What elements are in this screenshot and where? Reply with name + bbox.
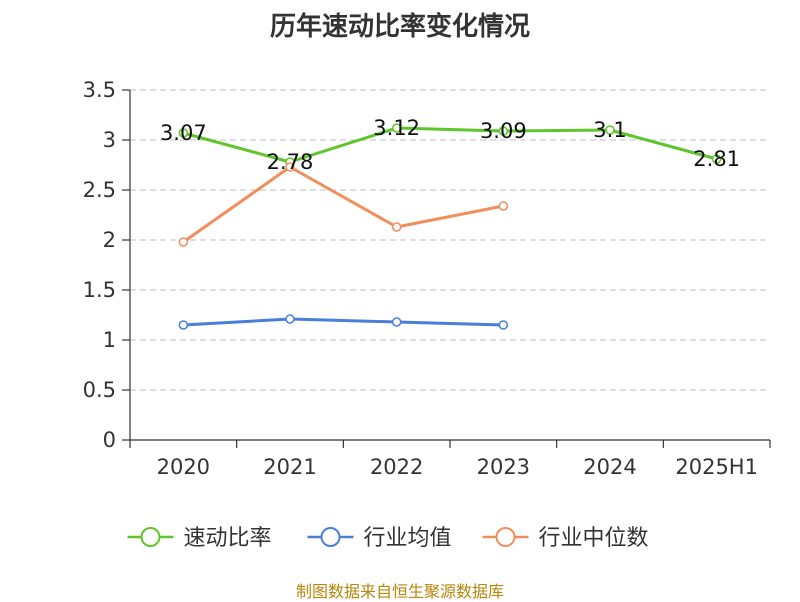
data-point bbox=[285, 162, 295, 172]
x-tick-label: 2024 bbox=[583, 455, 636, 479]
legend-marker-icon bbox=[140, 527, 161, 547]
legend-marker-icon bbox=[495, 527, 516, 547]
data-label: 2.81 bbox=[693, 147, 740, 171]
y-tick-label: 0 bbox=[103, 428, 116, 452]
series-lines bbox=[178, 123, 722, 330]
y-tick-label: 2 bbox=[103, 228, 116, 252]
data-labels: 3.07 2.78 3.12 3.09 3.1 2.81 bbox=[160, 116, 740, 174]
legend-item[interactable]: 行业均值 bbox=[307, 526, 452, 551]
data-point bbox=[498, 126, 509, 136]
legend-marker-icon bbox=[320, 527, 341, 547]
data-point bbox=[178, 320, 189, 330]
x-tick-label: 2020 bbox=[157, 455, 210, 479]
data-point bbox=[498, 320, 509, 330]
x-tick-label: 2021 bbox=[263, 455, 316, 479]
source-note: 制图数据来自恒生聚源数据库 bbox=[295, 582, 504, 601]
grid-lines bbox=[130, 89, 770, 391]
x-tick-label: 2025H1 bbox=[675, 455, 758, 479]
legend-item[interactable]: 速动比率 bbox=[127, 526, 272, 551]
data-point bbox=[178, 128, 189, 138]
y-tick-label: 2.5 bbox=[83, 178, 116, 202]
data-point bbox=[285, 314, 295, 324]
series-line bbox=[182, 165, 504, 244]
data-point bbox=[178, 237, 189, 247]
data-point bbox=[605, 125, 615, 135]
data-label: 3.1 bbox=[593, 118, 626, 142]
data-point bbox=[391, 317, 402, 327]
data-label: 3.09 bbox=[480, 119, 527, 143]
data-point bbox=[498, 201, 509, 211]
y-tick-label: 1.5 bbox=[83, 278, 116, 302]
y-tick-label: 3 bbox=[103, 128, 116, 152]
y-tick-label: 0.5 bbox=[83, 378, 116, 402]
legend-item[interactable]: 行业中位数 bbox=[482, 526, 649, 551]
chart-title: 历年速动比率变化情况 bbox=[269, 12, 530, 42]
legend[interactable]: 速动比率 行业均值 行业中位数 bbox=[127, 526, 649, 551]
data-point bbox=[711, 154, 722, 164]
x-tick-label: 2022 bbox=[370, 455, 423, 479]
data-label: 2.78 bbox=[267, 150, 314, 174]
legend-label: 行业均值 bbox=[364, 526, 452, 551]
series-line bbox=[183, 317, 504, 327]
data-label: 3.12 bbox=[373, 116, 420, 140]
axes: 0 0.5 1 1.5 2 2.5 3 3.5 2020 2021 2022 2023 2024 2025… bbox=[83, 78, 771, 479]
y-tick-label: 3.5 bbox=[83, 78, 116, 102]
x-tick-label: 2023 bbox=[477, 455, 530, 479]
series-line bbox=[182, 126, 718, 164]
data-label: 3.07 bbox=[160, 121, 207, 145]
legend-label: 行业中位数 bbox=[539, 526, 649, 551]
y-tick-label: 1 bbox=[103, 328, 116, 352]
legend-label: 速动比率 bbox=[184, 526, 272, 551]
data-point bbox=[391, 222, 402, 232]
data-point bbox=[391, 123, 402, 133]
